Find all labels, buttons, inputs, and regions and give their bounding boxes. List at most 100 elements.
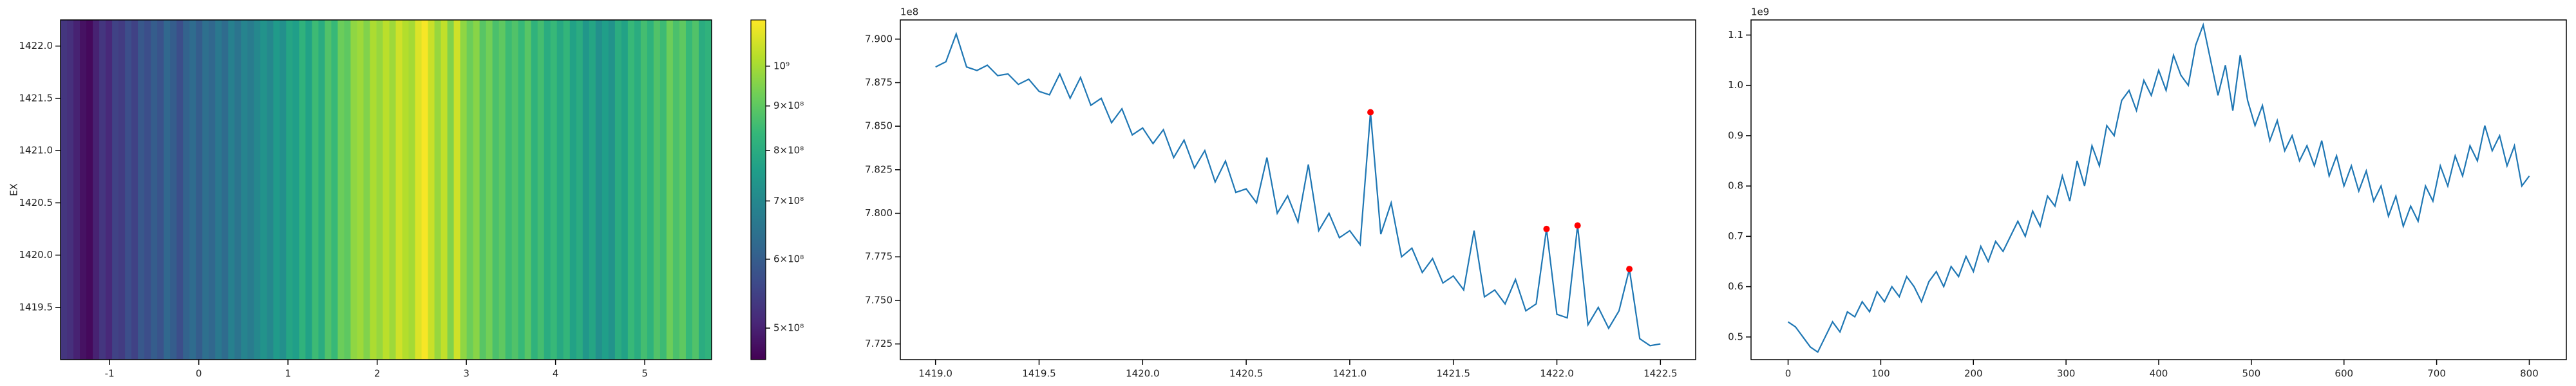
y-tick-label: 1.0 <box>1728 79 1743 91</box>
y-tick-label: 7.750 <box>865 294 893 306</box>
heatmap-cell <box>531 20 538 360</box>
y-tick-label: 7.900 <box>865 33 893 44</box>
heatmap-cell <box>170 20 177 360</box>
heatmap-cell <box>595 20 603 360</box>
heatmap-cell <box>647 20 654 360</box>
x-tick-label: 1421.5 <box>1436 368 1470 380</box>
heatmap-cell <box>389 20 397 360</box>
y-tick-label: 1.1 <box>1728 29 1743 41</box>
y-tick-label: 0.9 <box>1728 129 1743 141</box>
peak-marker <box>1574 222 1581 229</box>
y-tick-label: 0.6 <box>1728 280 1743 292</box>
offset-text: 1e8 <box>900 6 918 18</box>
heatmap-cell <box>415 20 422 360</box>
heatmap-cell <box>267 20 274 360</box>
heatmap-cell <box>524 20 532 360</box>
heatmap-cell <box>627 20 635 360</box>
heatmap-cell <box>228 20 235 360</box>
heatmap-cell <box>299 20 306 360</box>
heatmap-cell <box>106 20 113 360</box>
axes-frame <box>900 19 1696 360</box>
heatmap-cell <box>408 20 416 360</box>
heatmap-cell <box>666 20 674 360</box>
heatmap-cell <box>176 20 184 360</box>
y-tick-label: 0.5 <box>1728 331 1743 342</box>
heatmap-cell <box>511 20 519 360</box>
heatmap-cell <box>421 20 429 360</box>
heatmap-cell <box>93 20 100 360</box>
x-tick-label: 0 <box>196 368 202 380</box>
heatmap-cell <box>260 20 267 360</box>
heatmap-cell <box>556 20 564 360</box>
y-tick-label: 1420.5 <box>19 197 53 208</box>
colorbar-tick-label: 6×10⁸ <box>773 253 804 264</box>
heatmap-cell <box>215 20 222 360</box>
heatmap-cell <box>685 20 693 360</box>
heatmap-cell <box>563 20 571 360</box>
heatmap-cell <box>453 20 461 360</box>
y-tick-label: 0.7 <box>1728 230 1743 242</box>
heatmap-cell <box>183 20 190 360</box>
heatmap-cell <box>537 20 545 360</box>
heatmap-cell <box>112 20 119 360</box>
x-tick-label: 200 <box>1964 368 1983 380</box>
heatmap-cell <box>254 20 261 360</box>
heatmap-cell <box>325 20 332 360</box>
heatmap-cell <box>672 20 680 360</box>
heatmap-cell <box>492 20 500 360</box>
x-tick-label: 2 <box>374 368 381 380</box>
y-tick-label: 0.8 <box>1728 180 1743 192</box>
heatmap-cell <box>550 20 558 360</box>
y-tick-label: 7.800 <box>865 207 893 219</box>
heatmap-cell <box>634 20 641 360</box>
x-tick-label: 3 <box>463 368 469 380</box>
heatmap-cell <box>241 20 248 360</box>
heatmap-cell <box>576 20 583 360</box>
heatmap-cell <box>196 20 203 360</box>
heatmap-cell <box>157 20 164 360</box>
heatmap-cell <box>67 20 74 360</box>
heatmap-cell <box>337 20 345 360</box>
heatmap-cell <box>344 20 352 360</box>
heatmap-cell <box>440 20 448 360</box>
heatmap-cell <box>273 20 280 360</box>
x-tick-label: 5 <box>641 368 648 380</box>
x-tick-label: 1420.0 <box>1126 368 1160 380</box>
heatmap-cell <box>434 20 442 360</box>
heatmap-cell <box>640 20 648 360</box>
line <box>1787 22 2530 353</box>
peak-marker <box>1626 266 1633 273</box>
heatmap-cell <box>479 20 487 360</box>
x-tick-label: -1 <box>105 368 115 380</box>
heatmap-cell <box>621 20 629 360</box>
heatmap-cell <box>209 20 216 360</box>
x-tick-label: 1 <box>285 368 291 380</box>
axes-frame <box>1750 19 2567 360</box>
heatmap-cell <box>402 20 410 360</box>
heatmap-cell <box>370 20 377 360</box>
heatmap-cell <box>486 20 493 360</box>
y-tick-label: 7.825 <box>865 163 893 175</box>
x-tick-label: 1419.5 <box>1022 368 1056 380</box>
heatmap-cell <box>80 20 87 360</box>
x-tick-label: 400 <box>2150 368 2168 380</box>
y-tick-label: 1421.5 <box>19 92 53 104</box>
heatmap-cell <box>498 20 506 360</box>
x-tick-label: 100 <box>1871 368 1890 380</box>
y-tick-label: 1421.0 <box>19 145 53 156</box>
x-tick-label: 600 <box>2334 368 2353 380</box>
heatmap-cell <box>61 20 68 360</box>
heatmap-cell <box>653 20 661 360</box>
heatmap-cell <box>151 20 158 360</box>
heatmap <box>61 20 712 360</box>
y-axis-label: EX <box>8 183 20 196</box>
heatmap-cell <box>698 20 706 360</box>
x-tick-label: 1422.5 <box>1643 368 1678 380</box>
heatmap-cell <box>118 20 126 360</box>
colorbar <box>750 19 766 360</box>
heatmap-cell <box>357 20 365 360</box>
heatmap-cell <box>279 20 287 360</box>
heatmap-cell <box>331 20 339 360</box>
heatmap-cell <box>86 20 93 360</box>
